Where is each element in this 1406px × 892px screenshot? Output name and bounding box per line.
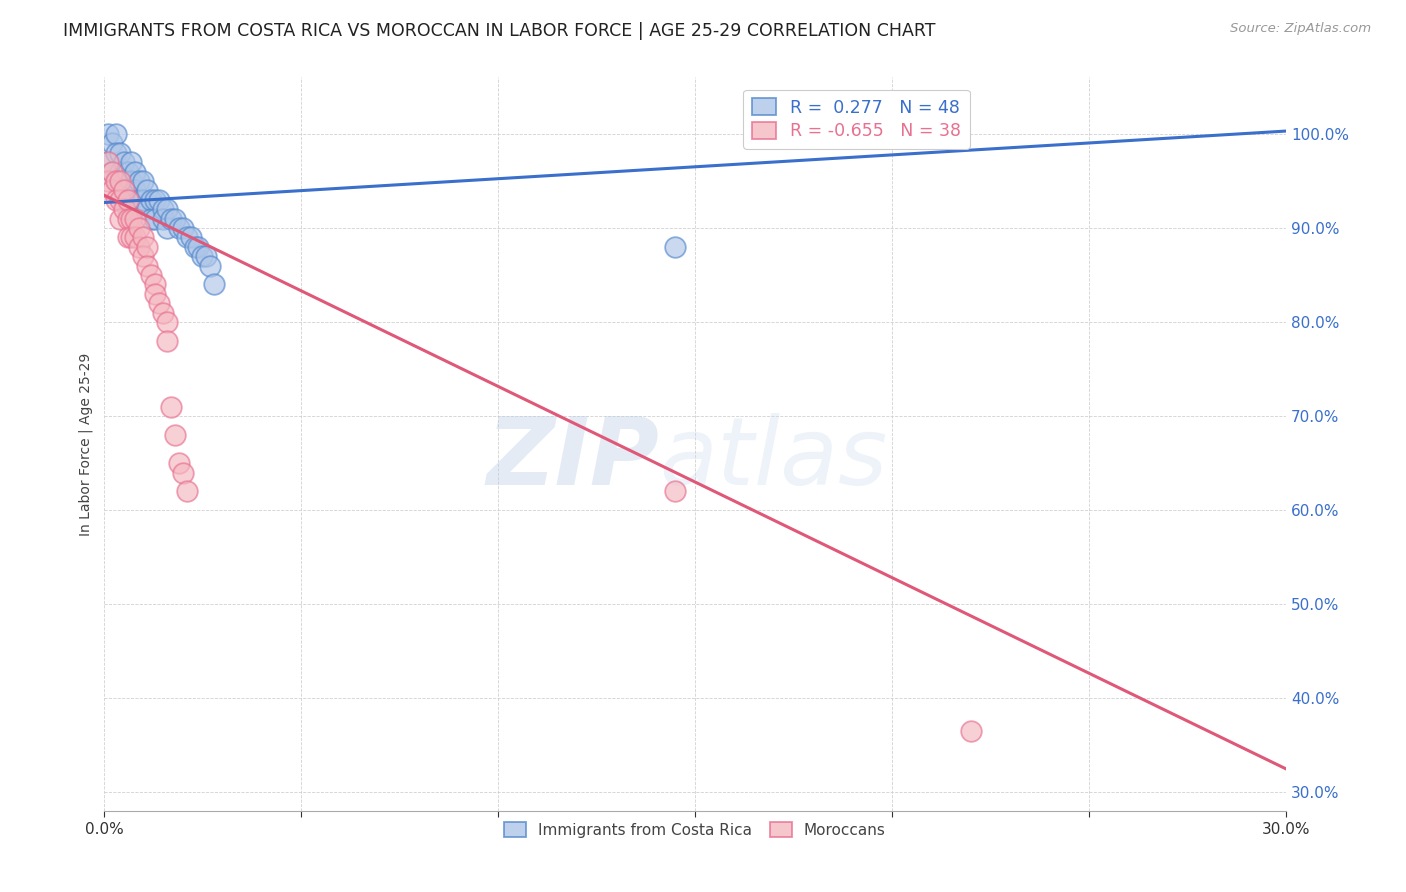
- Point: [148, 193, 170, 207]
- Point: [167, 456, 190, 470]
- Point: [104, 174, 127, 188]
- Point: [143, 277, 166, 292]
- Point: [152, 305, 174, 319]
- Point: [97, 127, 120, 141]
- Point: [117, 211, 139, 226]
- Legend: Immigrants from Costa Rica, Moroccans: Immigrants from Costa Rica, Moroccans: [498, 816, 891, 844]
- Point: [97, 155, 120, 169]
- Point: [124, 183, 146, 197]
- Point: [112, 155, 135, 169]
- Point: [136, 183, 159, 197]
- Point: [152, 211, 174, 226]
- Point: [664, 240, 686, 254]
- Text: IMMIGRANTS FROM COSTA RICA VS MOROCCAN IN LABOR FORCE | AGE 25-29 CORRELATION CH: IMMIGRANTS FROM COSTA RICA VS MOROCCAN I…: [63, 22, 936, 40]
- Point: [163, 428, 186, 442]
- Point: [156, 221, 179, 235]
- Point: [124, 230, 146, 244]
- Point: [108, 211, 131, 226]
- Y-axis label: In Labor Force | Age 25-29: In Labor Force | Age 25-29: [79, 352, 93, 536]
- Point: [100, 164, 122, 178]
- Point: [143, 211, 166, 226]
- Point: [121, 174, 143, 188]
- Point: [195, 249, 218, 263]
- Point: [132, 230, 155, 244]
- Text: ZIP: ZIP: [486, 413, 659, 505]
- Point: [202, 277, 225, 292]
- Point: [104, 193, 127, 207]
- Point: [160, 400, 183, 414]
- Point: [172, 466, 194, 480]
- Point: [128, 174, 150, 188]
- Point: [191, 249, 214, 263]
- Point: [121, 230, 143, 244]
- Point: [128, 193, 150, 207]
- Point: [108, 174, 131, 188]
- Point: [100, 164, 122, 178]
- Point: [136, 259, 159, 273]
- Point: [124, 164, 146, 178]
- Point: [136, 240, 159, 254]
- Point: [108, 193, 131, 207]
- Point: [121, 193, 143, 207]
- Point: [108, 145, 131, 160]
- Point: [180, 230, 202, 244]
- Point: [117, 183, 139, 197]
- Point: [132, 193, 155, 207]
- Point: [959, 724, 981, 739]
- Point: [117, 202, 139, 216]
- Text: Source: ZipAtlas.com: Source: ZipAtlas.com: [1230, 22, 1371, 36]
- Point: [664, 484, 686, 499]
- Point: [172, 221, 194, 235]
- Point: [112, 193, 135, 207]
- Point: [112, 174, 135, 188]
- Point: [176, 230, 198, 244]
- Point: [200, 259, 222, 273]
- Point: [132, 249, 155, 263]
- Point: [97, 155, 120, 169]
- Point: [156, 334, 179, 348]
- Point: [121, 211, 143, 226]
- Point: [117, 164, 139, 178]
- Point: [132, 174, 155, 188]
- Point: [104, 127, 127, 141]
- Point: [141, 268, 163, 282]
- Point: [163, 211, 186, 226]
- Point: [121, 155, 143, 169]
- Text: atlas: atlas: [659, 414, 887, 505]
- Point: [112, 183, 135, 197]
- Point: [152, 202, 174, 216]
- Point: [141, 211, 163, 226]
- Point: [187, 240, 209, 254]
- Point: [143, 193, 166, 207]
- Point: [136, 202, 159, 216]
- Point: [128, 240, 150, 254]
- Point: [143, 286, 166, 301]
- Point: [124, 211, 146, 226]
- Point: [97, 174, 120, 188]
- Point: [183, 240, 205, 254]
- Point: [160, 211, 183, 226]
- Point: [117, 230, 139, 244]
- Point: [117, 193, 139, 207]
- Point: [156, 202, 179, 216]
- Point: [141, 193, 163, 207]
- Point: [156, 315, 179, 329]
- Point: [128, 221, 150, 235]
- Point: [167, 221, 190, 235]
- Point: [100, 136, 122, 151]
- Point: [104, 145, 127, 160]
- Point: [108, 164, 131, 178]
- Point: [176, 484, 198, 499]
- Point: [100, 183, 122, 197]
- Point: [148, 296, 170, 310]
- Point: [104, 174, 127, 188]
- Point: [112, 202, 135, 216]
